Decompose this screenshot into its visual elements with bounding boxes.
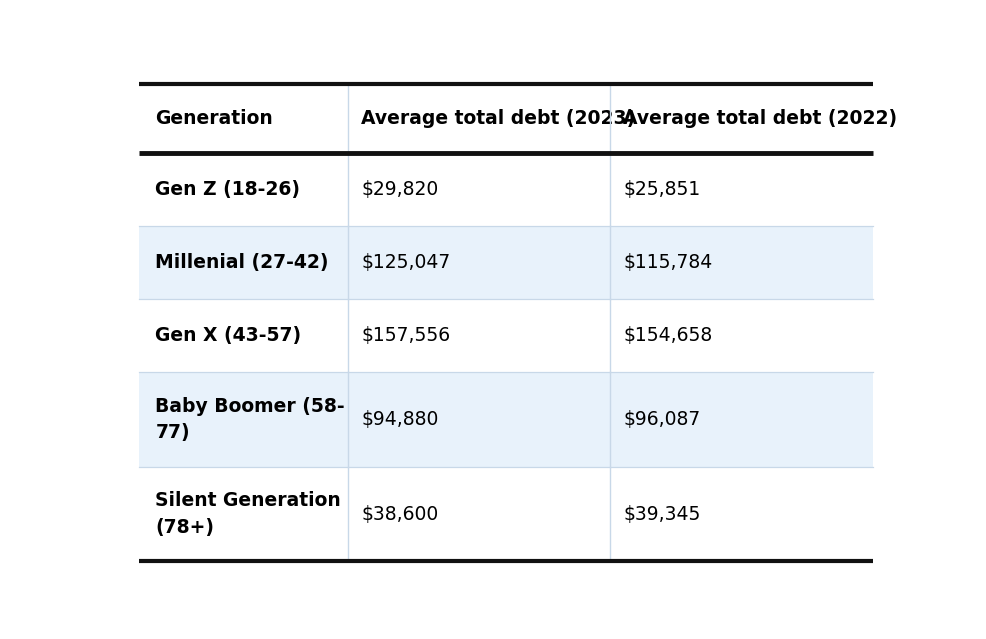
Text: $96,087: $96,087	[622, 410, 700, 429]
Text: $38,600: $38,600	[361, 505, 438, 523]
Text: Generation: Generation	[155, 109, 273, 128]
Text: $125,047: $125,047	[361, 253, 450, 272]
Text: Average total debt (2022): Average total debt (2022)	[622, 109, 896, 128]
Text: Silent Generation
(78+): Silent Generation (78+)	[155, 491, 341, 537]
Text: $29,820: $29,820	[361, 180, 438, 199]
Text: $94,880: $94,880	[361, 410, 438, 429]
Bar	[138, 299, 873, 372]
Bar	[138, 84, 873, 153]
Bar	[138, 226, 873, 299]
Text: $157,556: $157,556	[361, 326, 450, 345]
Text: $115,784: $115,784	[622, 253, 712, 272]
Text: Millenial (27-42): Millenial (27-42)	[155, 253, 328, 272]
Text: Average total debt (2023): Average total debt (2023)	[361, 109, 635, 128]
Text: Baby Boomer (58-
77): Baby Boomer (58- 77)	[155, 397, 345, 442]
Text: $39,345: $39,345	[622, 505, 700, 523]
Bar	[138, 466, 873, 561]
Text: Gen X (43-57): Gen X (43-57)	[155, 326, 302, 345]
Bar	[138, 153, 873, 226]
Text: $154,658: $154,658	[622, 326, 712, 345]
Bar	[138, 372, 873, 466]
Text: Gen Z (18-26): Gen Z (18-26)	[155, 180, 300, 199]
Text: $25,851: $25,851	[622, 180, 700, 199]
